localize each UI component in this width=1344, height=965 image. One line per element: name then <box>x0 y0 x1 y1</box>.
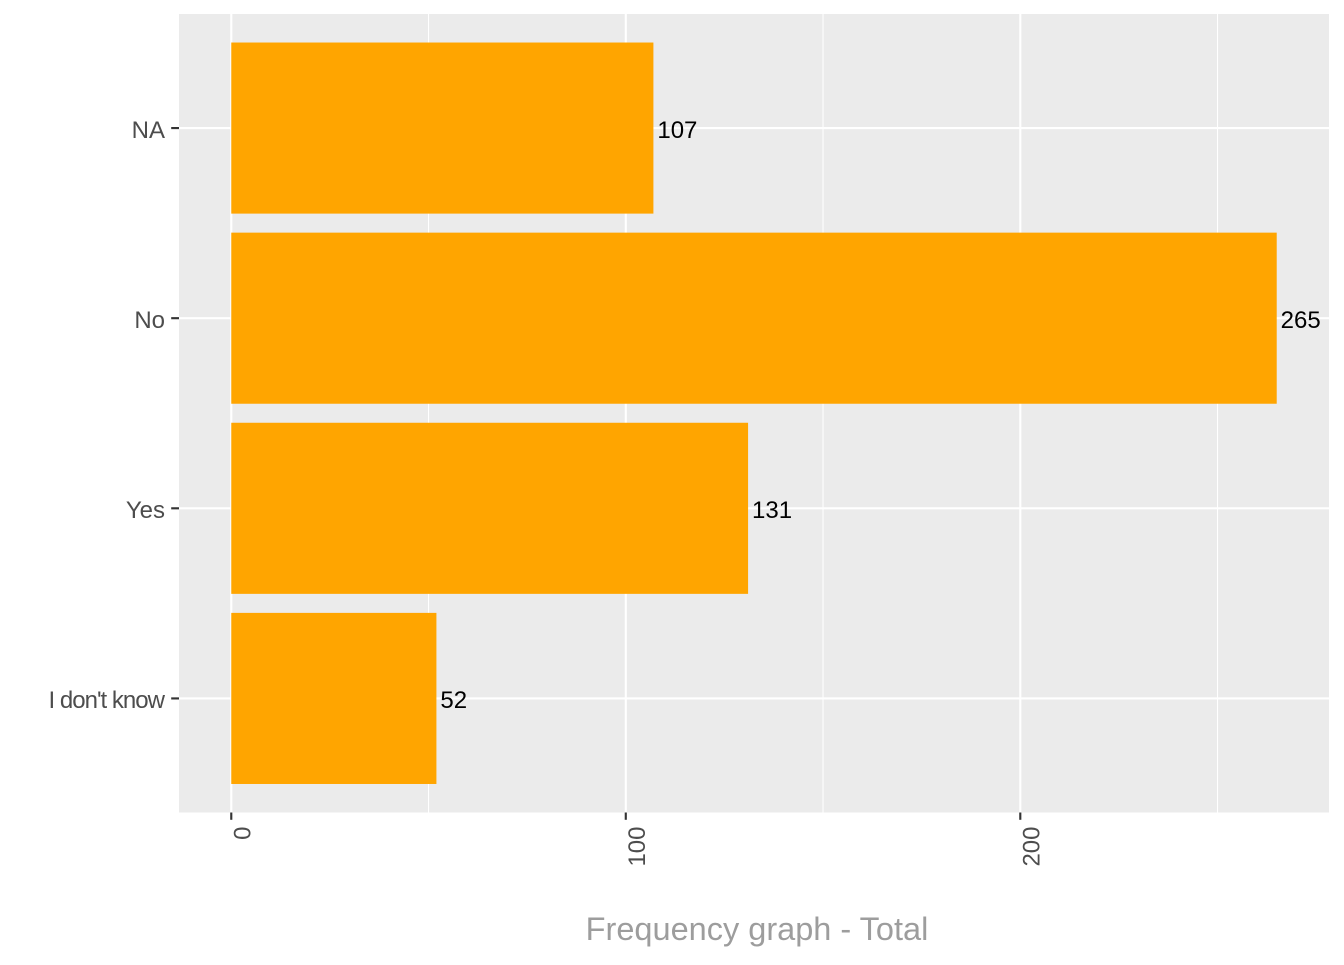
svg-text:107: 107 <box>657 117 697 144</box>
svg-text:100: 100 <box>624 827 651 867</box>
svg-text:0: 0 <box>229 827 256 840</box>
svg-text:I don't know: I don't know <box>49 687 166 714</box>
svg-text:265: 265 <box>1281 307 1321 334</box>
svg-text:200: 200 <box>1018 827 1045 867</box>
svg-text:NA: NA <box>132 117 165 144</box>
svg-text:Frequency graph - Total: Frequency graph - Total <box>586 911 929 947</box>
svg-text:Yes: Yes <box>126 497 165 524</box>
svg-text:52: 52 <box>440 687 467 714</box>
svg-text:131: 131 <box>752 497 792 524</box>
svg-text:No: No <box>134 307 165 334</box>
